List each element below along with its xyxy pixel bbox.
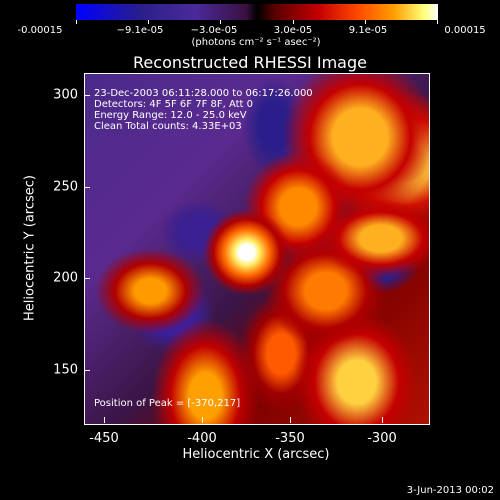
colorbar-label: −9.1e-05 [116, 25, 164, 36]
colorbar-tick [148, 20, 149, 24]
y-tick [84, 370, 90, 371]
colorbar-tick [220, 20, 221, 24]
y-tick-label: 200 [53, 270, 78, 286]
y-tick [84, 95, 90, 96]
colorbar-label: 9.1e-05 [348, 25, 388, 36]
info-energy-range: Energy Range: 12.0 - 25.0 keV [94, 110, 247, 121]
x-tick [290, 417, 291, 423]
colorbar-tick [437, 20, 438, 24]
colorbar-label: -0.00015 [17, 25, 63, 36]
colorbar-tick [365, 20, 366, 24]
x-tick-label: -300 [367, 431, 397, 446]
y-axis-title: Heliocentric Y (arcsec) [22, 175, 38, 321]
date-stamp: 3-Jun-2013 00:02 [406, 485, 494, 496]
x-tick-label: -350 [275, 431, 305, 446]
colorbar [76, 4, 438, 20]
peak-position: Position of Peak = [-370,217] [94, 398, 241, 409]
rhessi-image-plot: 23-Dec-2003 06:11:28.000 to 06:17:26.000… [84, 73, 430, 425]
colorbar-tick [76, 20, 77, 24]
info-time-range: 23-Dec-2003 06:11:28.000 to 06:17:26.000 [94, 88, 313, 99]
x-axis-title: Heliocentric X (arcsec) [182, 447, 330, 462]
image-title: Reconstructed RHESSI Image [133, 53, 367, 72]
colorbar-tick [293, 20, 294, 24]
y-tick-label: 300 [53, 87, 78, 103]
y-tick [84, 278, 90, 279]
x-tick [202, 417, 203, 423]
y-tick-label: 250 [53, 179, 78, 195]
x-tick [104, 417, 105, 423]
x-tick-label: -450 [89, 431, 119, 446]
colorbar-units: (photons cm⁻² s⁻¹ asec⁻²) [191, 37, 321, 48]
colorbar-label: −3.0e-05 [190, 25, 238, 36]
colorbar-label: 3.0e-05 [273, 25, 313, 36]
info-clean-counts: Clean Total counts: 4.33E+03 [94, 121, 242, 132]
colorbar-label: 0.00015 [444, 25, 486, 36]
info-detectors: Detectors: 4F 5F 6F 7F 8F, Att 0 [94, 99, 254, 110]
y-tick [84, 187, 90, 188]
x-tick [382, 417, 383, 423]
x-tick-label: -400 [187, 431, 217, 446]
y-tick-label: 150 [53, 362, 78, 378]
